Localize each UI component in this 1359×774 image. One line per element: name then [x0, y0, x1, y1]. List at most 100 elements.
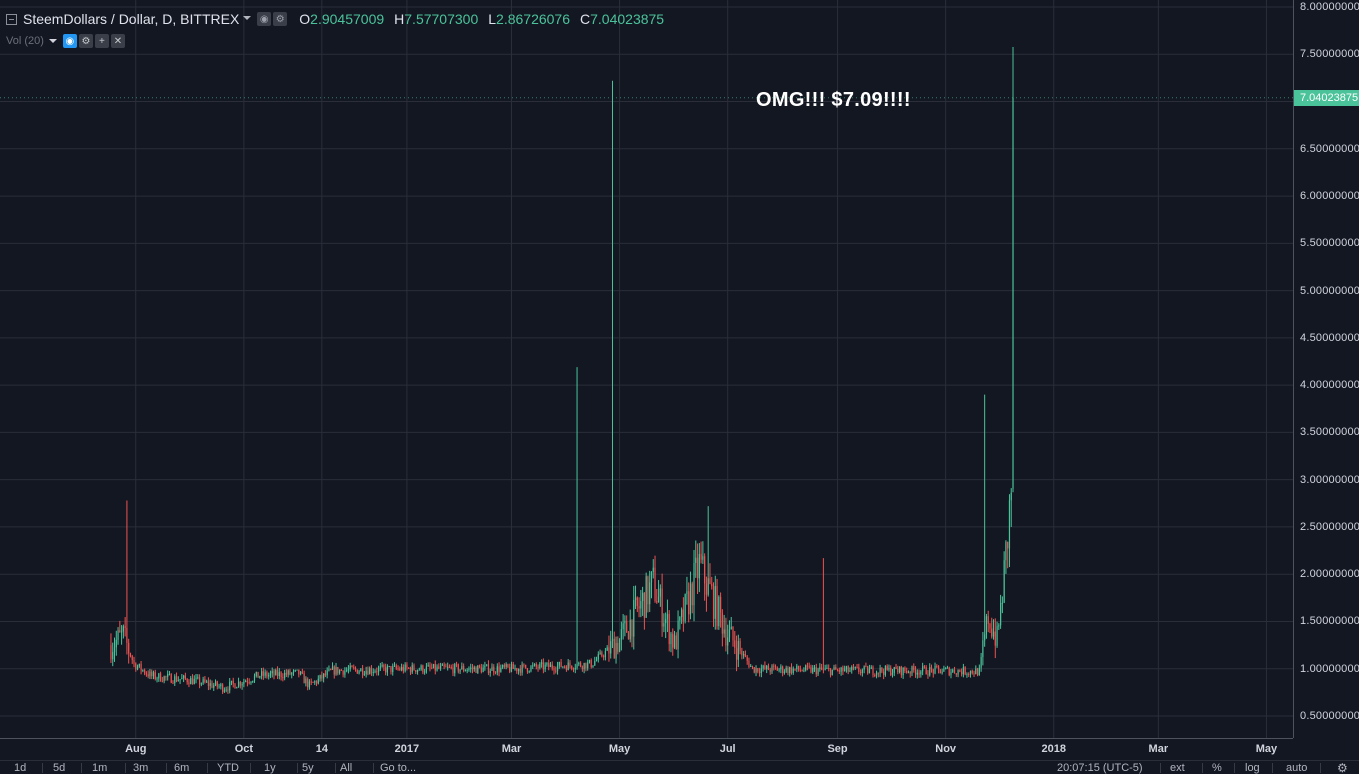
candle-body — [585, 662, 587, 669]
range-button-6m[interactable]: 6m — [174, 762, 190, 774]
candle-body — [748, 660, 750, 667]
candle-body — [1007, 541, 1009, 549]
candle-body — [767, 665, 770, 670]
settings-gear-icon[interactable]: ⚙ — [1337, 761, 1348, 774]
candle-body — [959, 670, 961, 672]
candle-body — [379, 666, 381, 668]
range-button-1d[interactable]: 1d — [14, 762, 27, 774]
range-button-ytd[interactable]: YTD — [217, 762, 239, 774]
gear-icon[interactable]: ⚙ — [273, 12, 288, 26]
candle-body — [679, 617, 681, 621]
price-tick-label: 4.50000000 — [1300, 331, 1359, 344]
range-button-5d[interactable]: 5d — [53, 762, 66, 774]
candle-body — [539, 663, 541, 669]
candle-body — [480, 667, 482, 673]
log-toggle[interactable]: log — [1245, 762, 1260, 774]
candle-body — [698, 553, 700, 579]
candle-body — [312, 681, 314, 683]
candle-body — [783, 671, 785, 673]
candle-body — [564, 666, 566, 668]
candle-body — [774, 666, 777, 668]
price-scale[interactable]: 0.50000000 1.00000000 1.50000000 2.00000000… — [1293, 0, 1359, 738]
candle-body — [466, 669, 468, 671]
candle-body — [494, 672, 497, 674]
symbol-menu-caret-icon[interactable] — [243, 16, 252, 20]
candle-body — [1012, 97, 1014, 489]
candle-body — [294, 670, 296, 672]
ext-toggle[interactable]: ext — [1170, 762, 1185, 774]
candle-body — [478, 665, 481, 668]
candle-body — [434, 664, 436, 671]
candle-body — [331, 666, 334, 670]
range-button-1m[interactable]: 1m — [92, 762, 108, 774]
candle-body — [898, 666, 901, 673]
candle-body — [367, 670, 369, 675]
toolbar-divider — [207, 763, 208, 773]
candle-body — [448, 666, 451, 668]
candle-body — [755, 668, 757, 673]
candle-body — [330, 669, 332, 671]
candle-body — [165, 676, 167, 678]
volume-menu-caret-icon[interactable] — [48, 38, 57, 43]
candle-body — [813, 667, 816, 669]
symbol-title[interactable]: SteemDollars / Dollar, D, BITTREX — [23, 11, 240, 27]
volume-eye-icon[interactable]: ◉ — [62, 34, 77, 48]
eye-icon[interactable]: ◉ — [257, 12, 272, 26]
candle-body — [773, 665, 775, 667]
candle-body — [856, 667, 858, 669]
candle-body — [386, 666, 389, 673]
candle-body — [278, 672, 280, 676]
time-scale[interactable]: Aug Oct 14 2017 Mar May Jul Sep Nov 2018 Mar May — [0, 738, 1293, 760]
price-chart-svg[interactable] — [0, 0, 1293, 738]
range-button-all[interactable]: All — [340, 762, 353, 774]
candle-body — [190, 678, 192, 685]
candle-body — [792, 668, 794, 673]
candle-body — [762, 665, 764, 669]
toolbar-divider — [125, 763, 126, 773]
candle-body — [432, 664, 435, 668]
candle-body — [776, 667, 778, 671]
candle-body — [597, 654, 599, 660]
candle-body — [535, 663, 537, 667]
candle-body — [507, 664, 509, 668]
volume-gear-icon[interactable]: ⚙ — [78, 34, 93, 48]
candle-body — [985, 616, 988, 635]
candle-body — [964, 667, 966, 675]
auto-toggle[interactable]: auto — [1286, 762, 1308, 774]
candle-body — [624, 620, 626, 624]
candle-body — [937, 666, 940, 670]
candle-body — [950, 671, 952, 676]
candle-body — [691, 583, 693, 606]
percent-toggle[interactable]: % — [1212, 762, 1222, 774]
volume-remove-icon[interactable]: ✕ — [110, 34, 125, 48]
goto-button[interactable]: Go to... — [380, 762, 417, 774]
candle-body — [347, 669, 350, 671]
candle-body — [177, 680, 179, 682]
candle-body — [571, 665, 573, 669]
collapse-legend-icon[interactable] — [6, 13, 17, 25]
candle-body — [863, 666, 865, 670]
candle-body — [695, 557, 697, 563]
range-button-5y[interactable]: 5y — [302, 762, 314, 774]
candle-body — [117, 630, 119, 640]
chart-pane[interactable]: SteemDollars / Dollar, D, BITTREX ◉ ⚙ O … — [0, 0, 1322, 738]
volume-add-icon[interactable]: + — [94, 34, 109, 48]
volume-study-label[interactable]: Vol (20) — [6, 35, 44, 47]
candle-body — [418, 669, 420, 671]
toolbar-divider — [1202, 763, 1203, 773]
candle-body — [673, 635, 676, 648]
candle-body — [236, 687, 238, 689]
candle-body — [429, 665, 431, 668]
candle-body — [833, 667, 835, 670]
price-tick-label: 1.50000000 — [1300, 615, 1359, 628]
candle-body — [264, 672, 266, 676]
candle-body — [854, 667, 856, 669]
chart-annotation-text[interactable]: OMG!!! $7.09!!!! — [756, 89, 911, 111]
candle-body — [934, 666, 936, 674]
candle-body — [556, 665, 559, 671]
range-button-3m[interactable]: 3m — [133, 762, 149, 774]
candle-body — [806, 665, 809, 667]
candle-body — [603, 656, 605, 658]
range-button-1y[interactable]: 1y — [264, 762, 276, 774]
candle-body — [142, 670, 144, 672]
